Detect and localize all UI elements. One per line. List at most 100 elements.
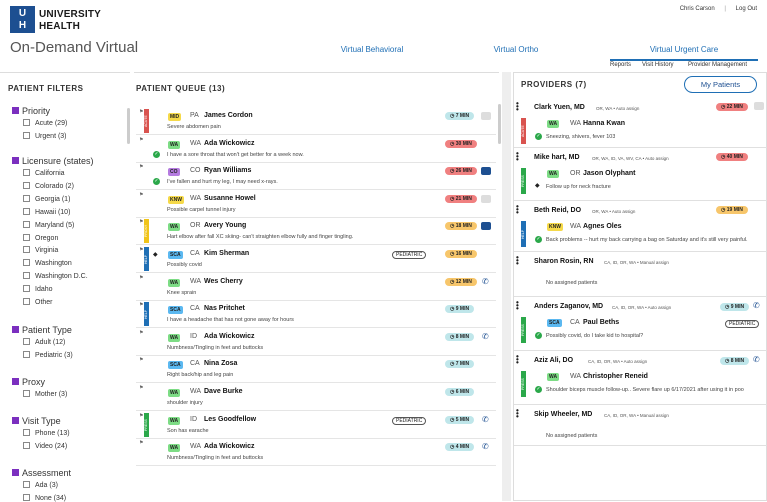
filter-checkbox[interactable] — [23, 194, 30, 202]
filter-option[interactable]: Idaho — [23, 285, 53, 293]
filter-checkbox[interactable] — [23, 285, 30, 293]
patient-name[interactable]: Wes Cherry — [204, 277, 243, 285]
filter-group-title[interactable]: Priority — [12, 106, 50, 116]
provider-card[interactable] — [514, 297, 767, 351]
collapse-toggle-icon[interactable] — [12, 417, 19, 424]
queue-row[interactable] — [136, 356, 496, 384]
patient-name[interactable]: James Cordon — [204, 112, 253, 119]
filter-group-title[interactable]: Proxy — [12, 377, 45, 387]
filter-option[interactable]: California — [23, 169, 65, 177]
filter-option[interactable]: Virginia — [23, 246, 58, 254]
filter-option[interactable]: Washington D.C. — [23, 272, 88, 280]
provider-name[interactable]: Clark Yuen, MD — [534, 104, 585, 111]
filter-checkbox[interactable] — [23, 338, 30, 345]
provider-name[interactable]: Mike hart, MD — [534, 154, 580, 161]
filter-checkbox[interactable] — [23, 481, 30, 488]
patient-name[interactable]: Susanne Howel — [204, 194, 256, 202]
kebab-menu-icon[interactable]: • • • — [516, 202, 519, 217]
message-icon[interactable] — [481, 112, 491, 120]
my-patients-button[interactable]: My Patients — [684, 76, 757, 93]
patient-name[interactable]: Jason Olyphant — [583, 170, 636, 177]
filter-option[interactable]: Pediatric (3) — [23, 350, 73, 359]
provider-card[interactable] — [514, 98, 767, 148]
collapse-toggle-icon[interactable] — [12, 326, 19, 333]
collapse-toggle-icon[interactable] — [12, 378, 19, 385]
queue-row[interactable] — [136, 246, 496, 273]
kebab-menu-icon[interactable]: • • • — [516, 352, 519, 367]
flag-icon[interactable]: ⚑ — [139, 412, 144, 419]
patient-name[interactable]: Les Goodfellow — [204, 415, 257, 423]
patient-name[interactable]: Ryan Williams — [204, 167, 252, 175]
flag-icon[interactable]: ⚑ — [139, 109, 144, 115]
phone-icon[interactable]: ✆ — [482, 442, 489, 452]
flag-icon[interactable]: ⚑ — [139, 329, 144, 336]
patient-name[interactable]: Paul Beths — [583, 319, 620, 326]
filter-option[interactable]: Colorado (2) — [23, 181, 74, 190]
filter-option[interactable]: None (34) — [23, 493, 66, 502]
filter-option[interactable]: Mother (3) — [23, 390, 67, 398]
provider-card[interactable] — [514, 351, 767, 405]
kebab-menu-icon[interactable]: • • • — [516, 298, 519, 313]
filter-group-title[interactable]: Licensure (states) — [12, 156, 94, 166]
provider-name[interactable]: Aziz Ali, DO — [534, 357, 574, 364]
patient-name[interactable]: Nas Pritchet — [204, 305, 245, 313]
kebab-menu-icon[interactable]: • • • — [516, 253, 519, 268]
filter-option[interactable]: Ada (3) — [23, 481, 58, 489]
filter-checkbox[interactable] — [23, 207, 30, 215]
filter-checkbox[interactable] — [23, 119, 30, 126]
tab-virtual-ortho[interactable]: Virtual Ortho — [493, 45, 539, 54]
filter-option[interactable]: Georgia (1) — [23, 194, 70, 203]
queue-row[interactable] — [136, 191, 496, 218]
provider-card[interactable] — [514, 405, 767, 446]
queue-row[interactable] — [136, 384, 496, 411]
filter-checkbox[interactable] — [23, 181, 30, 189]
filter-group-title[interactable]: Patient Type — [12, 325, 72, 335]
patient-name[interactable]: Dave Burke — [204, 388, 243, 395]
queue-row[interactable] — [136, 439, 496, 467]
phone-icon[interactable]: ✆ — [482, 331, 489, 341]
message-icon[interactable] — [481, 194, 491, 203]
filter-checkbox[interactable] — [23, 169, 30, 176]
provider-card[interactable] — [514, 148, 767, 201]
patient-name[interactable]: Ada Wickowicz — [204, 139, 255, 147]
flag-icon[interactable]: ⚑ — [139, 440, 144, 447]
subnav-provider-management[interactable]: Provider Management — [688, 62, 748, 68]
queue-scrollbar[interactable] — [498, 104, 501, 144]
patient-name[interactable]: Ada Wickowicz — [204, 332, 255, 340]
filter-group-title[interactable]: Assessment — [12, 468, 71, 478]
flag-icon[interactable]: ⚑ — [139, 385, 144, 391]
logout-link[interactable]: Log Out — [735, 6, 757, 12]
phone-icon[interactable]: ✆ — [482, 276, 489, 286]
filter-option[interactable]: Acute (29) — [23, 119, 67, 127]
user-name[interactable]: Chris Carson — [679, 6, 715, 12]
flag-icon[interactable]: ⚑ — [139, 357, 144, 364]
provider-name[interactable]: Anders Zaganov, MD — [534, 303, 604, 310]
filter-checkbox[interactable] — [23, 298, 30, 305]
message-icon[interactable] — [481, 222, 491, 231]
flag-icon[interactable]: ⚑ — [139, 274, 144, 281]
filter-checkbox[interactable] — [23, 131, 30, 139]
filters-scrollbar[interactable] — [127, 108, 130, 144]
subnav-reports[interactable]: Reports — [610, 62, 632, 68]
filter-checkbox[interactable] — [23, 220, 30, 228]
flag-icon[interactable]: ⚑ — [139, 247, 144, 253]
filter-checkbox[interactable] — [23, 233, 30, 241]
flag-icon[interactable]: ⚑ — [139, 136, 144, 143]
filter-checkbox[interactable] — [23, 493, 30, 501]
filter-option[interactable]: Adult (12) — [23, 338, 65, 346]
tab-virtual-behavioral[interactable]: Virtual Behavioral — [340, 45, 404, 54]
patient-name[interactable]: Ada Wickowicz — [204, 443, 255, 451]
provider-name[interactable]: Beth Reid, DO — [534, 207, 582, 214]
provider-name[interactable]: Sharon Rosin, RN — [534, 258, 594, 265]
filter-checkbox[interactable] — [23, 246, 30, 254]
flag-icon[interactable]: ⚑ — [139, 302, 144, 309]
filter-checkbox[interactable] — [23, 390, 30, 397]
subnav-visit-history[interactable]: Visit History — [642, 62, 674, 68]
tab-virtual-urgent-care[interactable]: Virtual Urgent Care — [610, 45, 758, 61]
kebab-menu-icon[interactable]: • • • — [516, 99, 519, 114]
queue-row[interactable] — [136, 412, 496, 439]
filter-checkbox[interactable] — [23, 259, 30, 267]
queue-row[interactable] — [136, 163, 496, 191]
filter-option[interactable]: Video (24) — [23, 441, 67, 450]
kebab-menu-icon[interactable]: • • • — [516, 406, 519, 421]
